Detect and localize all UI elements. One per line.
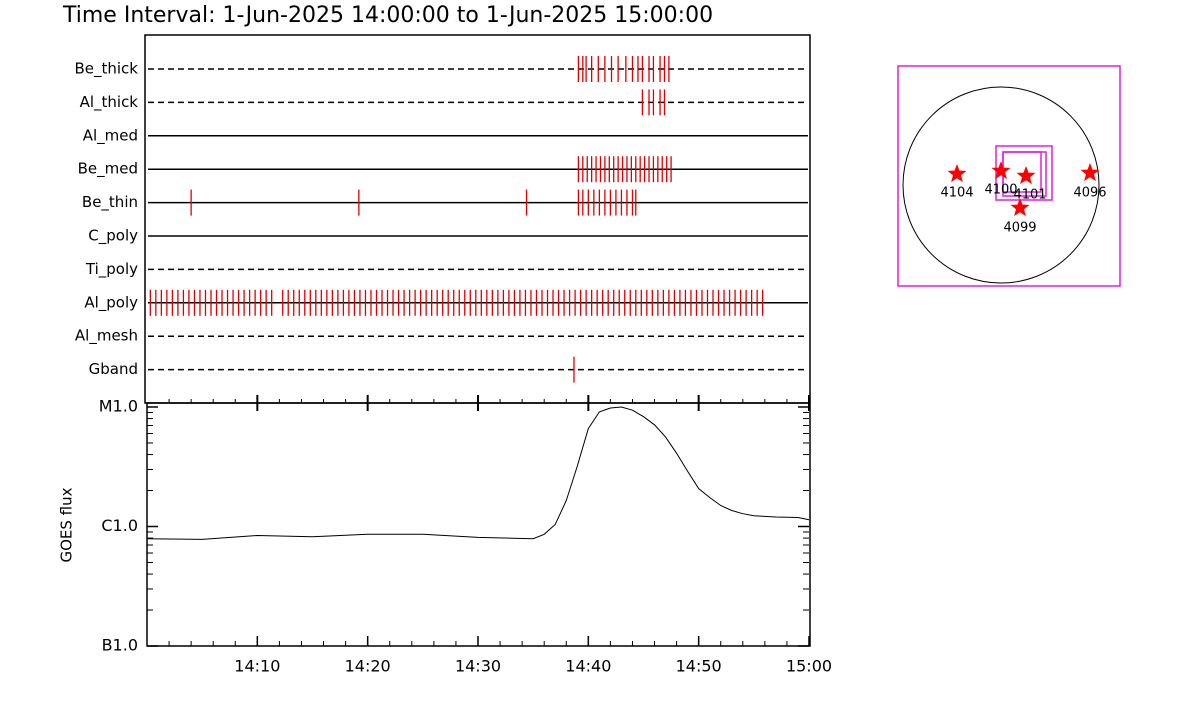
region-star (1080, 163, 1100, 182)
region-label: 4099 (1003, 221, 1036, 236)
region-star (991, 161, 1011, 180)
solar-limb (902, 86, 1100, 284)
x-tick-label: 14:50 (676, 657, 722, 676)
row-label: Al_thick (80, 93, 139, 112)
region-label: 4100 (984, 183, 1017, 198)
row-label: Al_med (83, 126, 138, 145)
region-star (1016, 166, 1036, 185)
x-tick-label: 14:20 (345, 657, 391, 676)
goes-curve (146, 406, 810, 540)
y-tick-label: C1.0 (101, 516, 138, 535)
region-label: 4104 (940, 186, 973, 201)
region-star (947, 164, 967, 183)
row-label: Ti_poly (85, 260, 138, 279)
y-axis-label: GOES flux (58, 487, 76, 562)
y-tick-label: B1.0 (102, 636, 138, 655)
row-label: Be_thin (82, 193, 138, 212)
row-label: Be_med (78, 160, 138, 179)
x-tick-label: 14:40 (565, 657, 611, 676)
timeline-frame (144, 34, 811, 404)
x-tick-label: 14:10 (234, 657, 280, 676)
fov-box (995, 145, 1053, 201)
region-label: 4096 (1073, 186, 1106, 201)
x-tick-label: 14:30 (455, 657, 501, 676)
goes-frame (146, 402, 811, 647)
region-star (1010, 198, 1030, 217)
row-label: Gband (89, 360, 138, 378)
region-label: 4101 (1013, 188, 1046, 203)
row-label: Be_thick (74, 60, 138, 79)
y-tick-label: M1.0 (99, 397, 138, 416)
chart-title: Time Interval: 1-Jun-2025 14:00:00 to 1-… (62, 3, 713, 28)
map-frame (897, 65, 1121, 287)
row-label: C_poly (88, 227, 138, 246)
row-label: Al_poly (84, 293, 138, 312)
row-label: Al_mesh (75, 327, 138, 346)
x-tick-label: 15:00 (786, 657, 832, 676)
